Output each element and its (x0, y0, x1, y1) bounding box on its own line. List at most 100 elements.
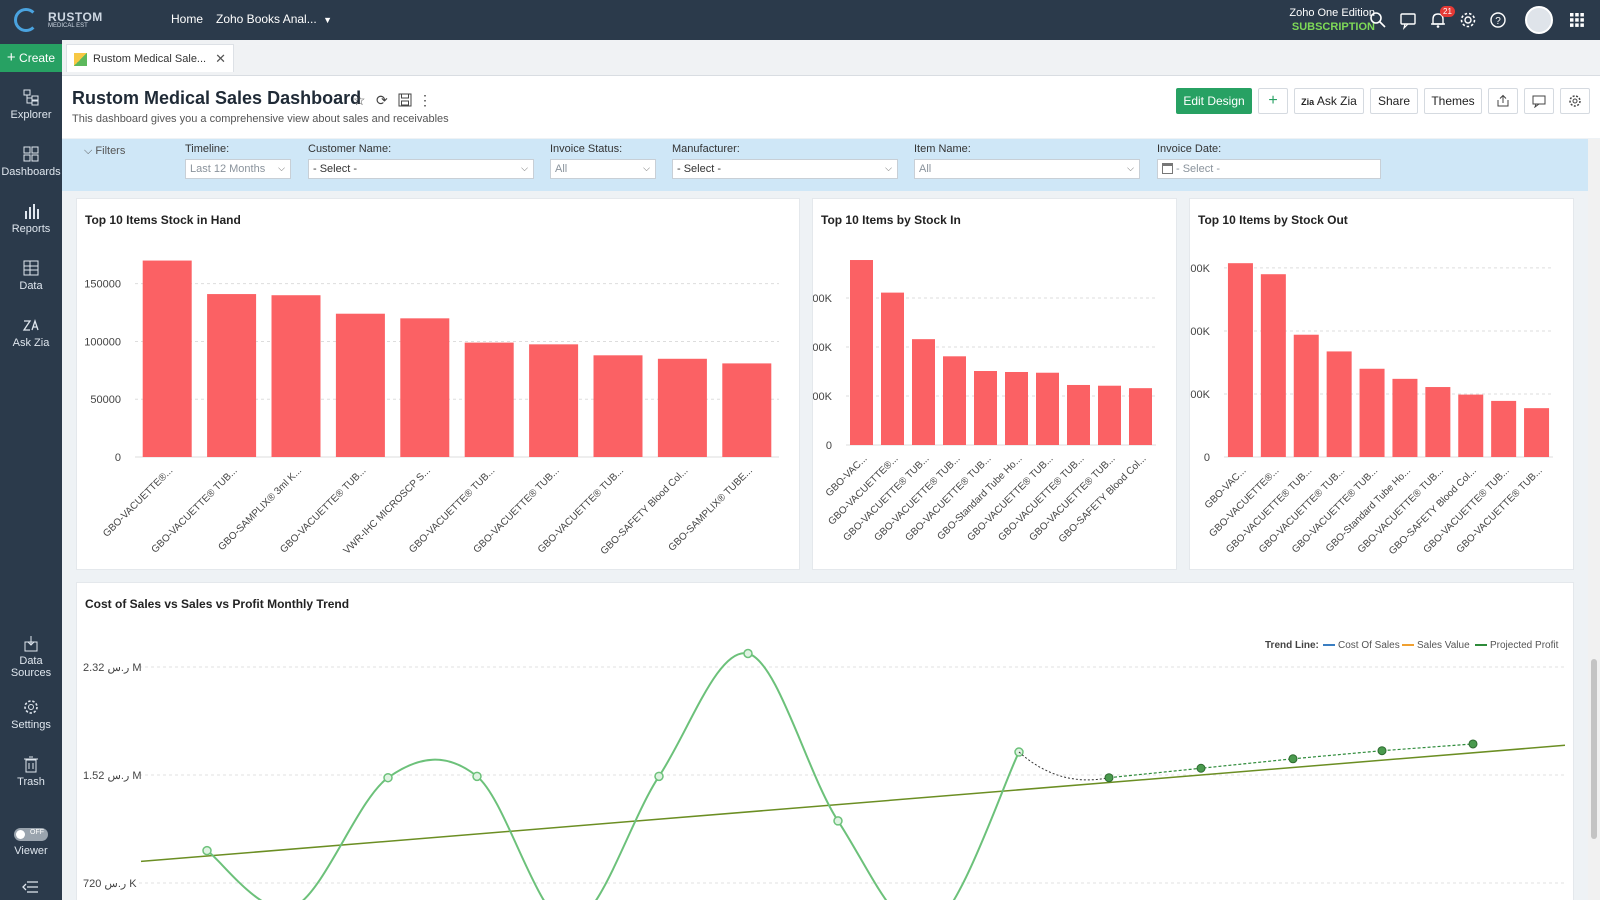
chart-bar (1326, 351, 1352, 457)
sidebar-item-data-sources[interactable]: Data Sources (0, 634, 62, 679)
viewer-toggle-switch[interactable]: OFF (14, 828, 48, 841)
timeline-value: Last 12 Months (190, 163, 266, 175)
sidebar-item-label: Explorer (10, 109, 52, 121)
timeline-select[interactable]: Last 12 Months ⌵ (185, 159, 291, 179)
sidebar-item-label: Viewer (14, 845, 48, 857)
chevron-down-icon: ⌵ (885, 163, 892, 173)
chevron-down-icon: ⌵ (643, 163, 650, 173)
viewer-toggle[interactable]: OFF Viewer (0, 828, 62, 857)
y-tick-label: 0 (115, 452, 121, 464)
refresh-icon[interactable]: ⟳ (376, 92, 388, 108)
tab-dashboard[interactable]: Rustom Medical Sale... ✕ (66, 44, 234, 72)
subscription-link[interactable]: SUBSCRIPTION (1291, 21, 1375, 33)
sidebar-item-data[interactable]: Data (0, 259, 62, 292)
legend-title: Trend Line: (1265, 640, 1319, 651)
timeline-label: Timeline: (185, 143, 230, 155)
page-scrollbar[interactable] (1588, 139, 1600, 900)
nav-home[interactable]: Home (171, 12, 204, 26)
item-name-label: Item Name: (914, 143, 971, 155)
monthly-trend-card: Cost of Sales vs Sales vs Profit Monthly… (76, 582, 1574, 900)
ask-zia-button[interactable]: Zia Ask Zia (1294, 88, 1364, 114)
y-tick-label: 400K (1190, 326, 1211, 338)
zia-icon (22, 318, 39, 331)
y-tick-label: 600K (1190, 263, 1211, 275)
scrollbar-thumb[interactable] (1591, 659, 1597, 839)
y-tick-label: 100000 (84, 336, 121, 348)
sidebar-item-reports[interactable]: Reports (0, 202, 62, 235)
edit-design-button[interactable]: Edit Design (1176, 88, 1252, 114)
item-name-select[interactable]: All ⌵ (914, 159, 1140, 179)
toggle-state: OFF (30, 829, 44, 836)
export-icon (1497, 94, 1509, 107)
stock-out-card: Top 10 Items by Stock Out 0200K400K600KG… (1189, 198, 1574, 570)
search-icon[interactable] (1368, 10, 1388, 30)
zia-icon: Zia (1301, 97, 1315, 107)
share-button[interactable]: Share (1370, 88, 1418, 114)
chart-bar (722, 363, 772, 457)
logo-subtext: MEDICAL EST (48, 23, 88, 29)
sidebar-item-explorer[interactable]: Explorer (0, 88, 62, 121)
invoice-status-label: Invoice Status: (550, 143, 623, 155)
projected-point (1288, 754, 1298, 764)
toggle-knob (16, 830, 25, 839)
chat-icon[interactable] (1398, 10, 1418, 30)
manufacturer-label: Manufacturer: (672, 143, 740, 155)
profit-point (202, 845, 212, 856)
sidebar-item-trash[interactable]: Trash (0, 755, 62, 788)
company-logo[interactable]: RUSTOM MEDICAL EST (14, 6, 104, 34)
nav-workspace[interactable]: Zoho Books Anal... ▼ (216, 12, 332, 26)
y-tick-label: 50000 (90, 394, 121, 406)
bell-icon[interactable] (1428, 10, 1448, 30)
card-title: Top 10 Items by Stock Out (1198, 213, 1348, 227)
customer-name-select[interactable]: - Select - ⌵ (308, 159, 534, 179)
sidebar-item-dashboards[interactable]: Dashboards (0, 145, 62, 178)
legend-label: Projected Profit (1490, 640, 1559, 651)
chart-bar (881, 292, 904, 445)
sidebar-item-label: Data (19, 655, 43, 667)
projected-point (1104, 773, 1114, 783)
apps-grid-icon[interactable] (1567, 10, 1587, 30)
y-tick-label: 200K (813, 391, 833, 403)
chevron-down-icon: ⌵ (521, 163, 528, 173)
invoice-date-picker[interactable]: - Select - (1157, 159, 1381, 179)
create-button[interactable]: + Create (0, 44, 62, 72)
trash-icon (24, 756, 38, 773)
logo-mark-icon (14, 8, 38, 32)
chart-bar (529, 344, 579, 457)
stock-in-card: Top 10 Items by Stock In 0200K400K600KGB… (812, 198, 1177, 570)
comment-icon (1532, 95, 1546, 109)
chart-bar (1425, 387, 1451, 457)
projected-point (1377, 746, 1387, 756)
export-button[interactable] (1488, 88, 1518, 114)
collapse-sidebar-icon[interactable] (22, 880, 40, 894)
sidebar-item-label: Dashboards (1, 166, 61, 178)
sidebar-item-label: Settings (11, 719, 51, 731)
add-widget-button[interactable]: + (1258, 88, 1288, 114)
invoice-status-select[interactable]: All ⌵ (550, 159, 656, 179)
manufacturer-select[interactable]: - Select - ⌵ (672, 159, 898, 179)
filter-bar: ⌵ Filters Timeline: Last 12 Months ⌵ Cust… (62, 139, 1588, 191)
themes-button[interactable]: Themes (1424, 88, 1482, 114)
gear-icon[interactable] (1458, 10, 1478, 30)
star-icon[interactable]: ☆ (353, 92, 366, 108)
chevron-down-icon: ▼ (323, 15, 332, 25)
sidebar-item-settings[interactable]: Settings (0, 698, 62, 731)
invoice-date-value: - Select - (1176, 163, 1221, 175)
avatar[interactable] (1525, 6, 1553, 34)
dashboard-settings-button[interactable] (1560, 88, 1590, 114)
data-sources-icon (24, 636, 38, 652)
comments-button[interactable] (1524, 88, 1554, 114)
chart-bar (1491, 400, 1517, 457)
close-icon[interactable]: ✕ (215, 51, 226, 66)
sidebar-item-ask-zia[interactable]: Ask Zia (0, 316, 62, 349)
more-options-icon[interactable]: ⋮ (418, 92, 432, 108)
chart-bar (1260, 274, 1286, 457)
page-title: Rustom Medical Sales Dashboard (72, 88, 362, 108)
stock-in-hand-chart: 050000100000150000GBO-VACUETTE®...GBO-VA… (84, 260, 779, 557)
help-icon[interactable]: ? (1488, 10, 1508, 30)
save-icon[interactable] (398, 93, 412, 107)
sidebar-item-label: Data (19, 280, 43, 292)
edition-info[interactable]: Zoho One Edition SUBSCRIPTION (1289, 6, 1375, 34)
filters-toggle[interactable]: ⌵ Filters (84, 145, 125, 158)
profit-point (1014, 747, 1024, 757)
